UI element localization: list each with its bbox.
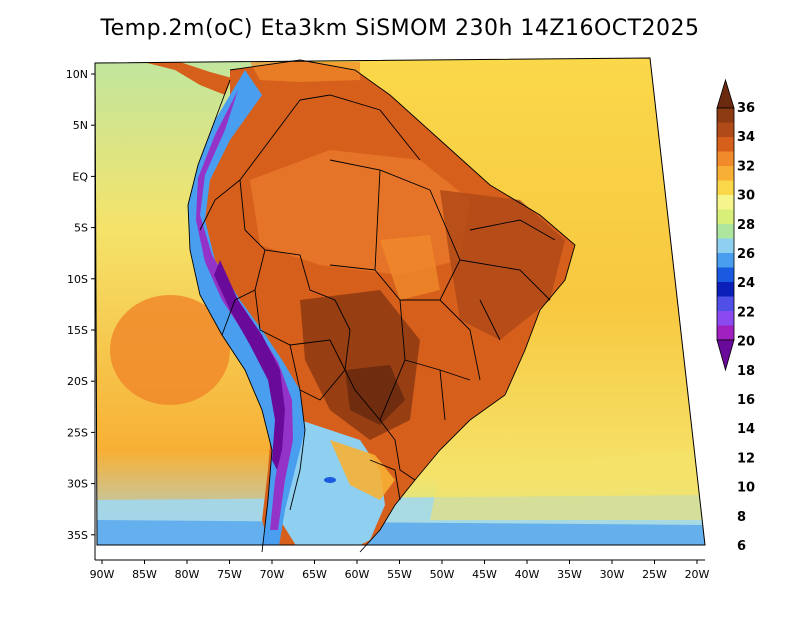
lon-tick-label: 65W [302, 568, 327, 581]
colorbar-box [717, 325, 734, 340]
colorbar-label: 36 [737, 101, 755, 116]
lat-tick-label: EQ [72, 170, 88, 183]
lon-tick-label: 40W [515, 568, 540, 581]
longitude-axis: 90W 85W 80W 75W 70W 65W 60W 55W 50W 45W 40W 35W 30W 2… [90, 560, 710, 581]
caribbean-warm-water [250, 62, 360, 82]
lon-tick-label: 45W [472, 568, 497, 581]
warm-pacific-patch [110, 295, 230, 405]
lat-tick-label: 30S [67, 478, 88, 491]
colorbar-box [717, 180, 734, 195]
lon-tick-label: 20W [685, 568, 710, 581]
lon-tick-label: 50W [430, 568, 455, 581]
colorbar-box [717, 108, 734, 123]
colorbar-box [717, 151, 734, 166]
colorbar-label: 20 [737, 335, 755, 350]
lat-tick-label: 10N [66, 68, 88, 81]
colorbar-box [717, 253, 734, 268]
map-title: Temp.2m(oC) Eta3km SiSMOM 230h 14Z16OCT2… [100, 16, 700, 41]
south-atlantic-mild [430, 450, 705, 520]
colorbar-box [717, 282, 734, 297]
lon-tick-label: 55W [387, 568, 412, 581]
colorbar-label: 8 [737, 510, 746, 525]
lat-tick-label: 25S [67, 426, 88, 439]
lat-tick-label: 35S [67, 529, 88, 542]
southern-cold-band [95, 520, 705, 545]
uruguay-border [369, 459, 401, 501]
argentina-border [289, 344, 346, 511]
lat-tick-label: 20S [67, 375, 88, 388]
lon-tick-label: 30W [600, 568, 625, 581]
lat-tick-label: 5N [73, 119, 88, 132]
colorbar-label: 10 [737, 481, 755, 496]
lon-tick-label: 90W [90, 568, 115, 581]
colorbar-label: 32 [737, 159, 755, 174]
lon-tick-label: 60W [345, 568, 370, 581]
colorbar-label: 28 [737, 218, 755, 233]
peru-border [199, 179, 256, 336]
colorbar-label: 14 [737, 422, 755, 437]
pampas-mild [330, 440, 395, 500]
country-borders [187, 59, 576, 553]
lon-tick-label: 25W [642, 568, 667, 581]
colorbar-box [717, 137, 734, 152]
colorbar-box [717, 122, 734, 137]
colorbar-box [717, 311, 734, 326]
colorbar-box [717, 166, 734, 181]
lat-tick-label: 15S [67, 324, 88, 337]
colorbar: 36 34 32 30 28 26 24 22 20 18 16 14 12 10 8 6 [716, 78, 755, 554]
colorbar-label: 24 [737, 276, 755, 291]
latitude-axis: 10N 5N EQ 5S 10S 15S 20S 25S 30S 35S [66, 68, 95, 542]
lon-tick-label: 80W [175, 568, 200, 581]
central-plateau-mild [380, 235, 440, 300]
colorbar-label: 26 [737, 247, 755, 262]
lon-tick-label: 85W [132, 568, 157, 581]
bolivia-border [254, 249, 346, 371]
central-america-land [135, 60, 232, 95]
lon-tick-label: 35W [557, 568, 582, 581]
colorbar-bottom-arrow [716, 339, 735, 372]
colorbar-label: 18 [737, 364, 755, 379]
andes-peak-core [214, 260, 285, 470]
brazil-states [329, 159, 556, 421]
colorbar-box [717, 224, 734, 239]
colorbar-box [717, 296, 734, 311]
colorbar-top-arrow [716, 78, 735, 109]
brazil-border [239, 94, 421, 481]
colorbar-box [717, 267, 734, 282]
lon-tick-label: 70W [260, 568, 285, 581]
colorbar-box [717, 195, 734, 210]
colorbar-box [717, 238, 734, 253]
colorbar-label: 34 [737, 130, 755, 145]
colorbar-box [717, 209, 734, 224]
colorbar-label: 6 [737, 539, 746, 554]
colorbar-label: 16 [737, 393, 755, 408]
lon-tick-label: 75W [217, 568, 242, 581]
paraguay-hottest-area [345, 365, 405, 425]
lat-tick-label: 10S [67, 273, 88, 286]
lagoon [324, 477, 336, 483]
continent-outline [187, 59, 576, 553]
colorbar-label: 22 [737, 305, 755, 320]
map-frame [94, 57, 706, 546]
lat-tick-label: 5S [74, 222, 88, 235]
colorbar-label: 12 [737, 451, 755, 466]
colorbar-label: 30 [737, 189, 755, 204]
